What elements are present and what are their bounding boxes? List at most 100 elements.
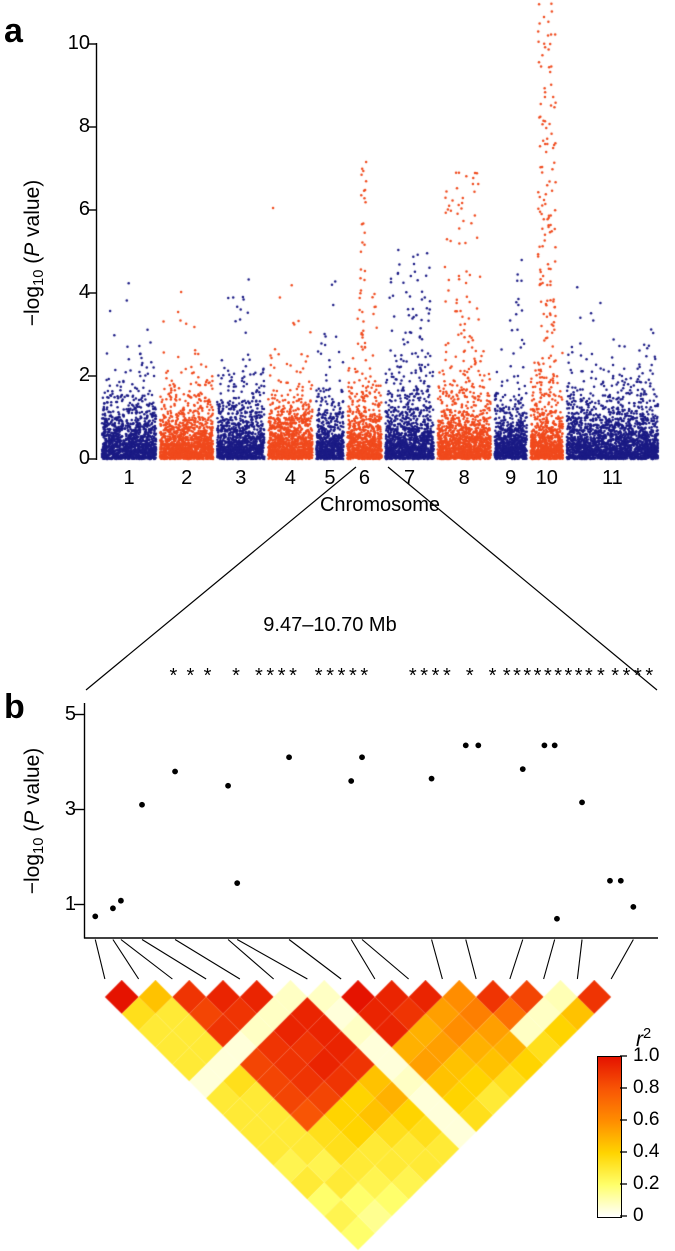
significance-asterisk: * bbox=[204, 665, 212, 687]
chromosome-tick-label: 6 bbox=[358, 467, 371, 489]
significance-asterisk: * bbox=[634, 665, 642, 687]
significance-asterisk: * bbox=[544, 665, 552, 687]
snp-connector-line bbox=[112, 939, 140, 980]
significance-asterisk: * bbox=[360, 665, 368, 687]
significance-asterisk: * bbox=[338, 665, 346, 687]
zoom-region-label: 9.47–10.70 Mb bbox=[263, 614, 397, 636]
snp-point bbox=[359, 754, 365, 761]
snp-connector-line bbox=[288, 939, 342, 980]
panel-a-label: a bbox=[4, 12, 23, 50]
chromosome-tick-label: 1 bbox=[123, 467, 135, 489]
snp-point bbox=[579, 799, 585, 806]
panel-b-y-tick-label: 1 bbox=[64, 892, 76, 915]
snp-point bbox=[617, 877, 624, 884]
chromosome-tick-label: 10 bbox=[535, 467, 558, 489]
significance-asterisk: * bbox=[349, 665, 357, 687]
panel-a-y-tick-label: 4 bbox=[78, 281, 90, 303]
significance-asterisk: * bbox=[315, 665, 323, 687]
significance-asterisk: * bbox=[443, 665, 451, 687]
snp-connector-line bbox=[174, 939, 241, 980]
significance-asterisk: * bbox=[255, 665, 263, 687]
significance-asterisk: * bbox=[187, 665, 195, 687]
snp-connector-line bbox=[431, 939, 443, 980]
significance-asterisk: * bbox=[409, 665, 417, 687]
snp-connector-line bbox=[94, 939, 106, 980]
snp-point bbox=[139, 801, 145, 808]
significance-asterisk: * bbox=[489, 665, 497, 687]
snp-connector-line bbox=[236, 939, 308, 980]
panel-a-y-tick-label: 10 bbox=[67, 32, 90, 54]
snp-point bbox=[172, 768, 178, 775]
snp-connector-line bbox=[543, 939, 556, 980]
significance-asterisk: * bbox=[278, 665, 286, 687]
manhattan-plot-canvas bbox=[100, 0, 660, 464]
significance-asterisk: * bbox=[575, 665, 583, 687]
snp-point bbox=[551, 742, 558, 749]
chromosome-tick-label: 7 bbox=[403, 467, 416, 489]
significance-asterisk: * bbox=[534, 665, 542, 687]
significance-asterisk: * bbox=[585, 665, 593, 687]
significance-asterisk: * bbox=[466, 665, 474, 687]
significance-asterisk: * bbox=[554, 665, 562, 687]
snp-point bbox=[110, 905, 116, 912]
r2-legend-tick-label: 0.8 bbox=[633, 1077, 660, 1098]
snp-point bbox=[607, 877, 613, 884]
chromosome-tick-label: 8 bbox=[458, 467, 470, 489]
panel-b-label: b bbox=[4, 688, 25, 726]
significance-asterisk: * bbox=[232, 665, 240, 687]
chromosome-axis-label: Chromosome bbox=[319, 494, 441, 516]
significance-asterisk: * bbox=[611, 665, 619, 687]
snp-connector-line bbox=[576, 939, 583, 980]
zoom-funnel-line-right bbox=[387, 466, 658, 691]
significance-asterisk: * bbox=[564, 665, 572, 687]
chromosome-tick-label: 2 bbox=[181, 467, 193, 489]
significance-asterisk: * bbox=[623, 665, 631, 687]
significance-asterisk: * bbox=[503, 665, 511, 687]
significance-asterisk: * bbox=[326, 665, 334, 687]
panel-a-y-tick-label: 0 bbox=[78, 447, 90, 469]
significance-asterisk: * bbox=[266, 665, 274, 687]
r2-legend-tick-label: 0 bbox=[633, 1205, 644, 1226]
snp-connector-line bbox=[350, 939, 376, 980]
panel-a-y-tick-label: 2 bbox=[78, 364, 90, 386]
snp-connector-line bbox=[465, 939, 477, 980]
r2-legend-r: r bbox=[636, 1028, 643, 1051]
snp-point bbox=[462, 742, 469, 749]
r2-legend-tick-label: 0.4 bbox=[633, 1141, 660, 1162]
chromosome-tick-label: 5 bbox=[324, 467, 336, 489]
significance-asterisk: * bbox=[597, 665, 605, 687]
snp-point bbox=[118, 897, 124, 904]
chromosome-tick-label: 4 bbox=[284, 467, 296, 489]
r2-legend-title: r2 bbox=[636, 1026, 651, 1052]
r2-legend-tick-label: 1.0 bbox=[633, 1045, 660, 1066]
snp-connector-line bbox=[120, 939, 173, 980]
snp-point bbox=[234, 880, 241, 887]
r2-legend-gradient bbox=[597, 1056, 622, 1218]
snp-point bbox=[286, 754, 292, 761]
snp-connector-line bbox=[227, 939, 274, 980]
snp-connector-line bbox=[509, 939, 524, 980]
r2-legend-tick-label: 0.2 bbox=[633, 1173, 660, 1194]
zoom-funnel-line-left bbox=[85, 466, 357, 691]
panel-b-y-tick-label: 3 bbox=[64, 797, 76, 820]
panel-b-y-tick-label: 5 bbox=[64, 702, 76, 725]
snp-point bbox=[348, 778, 355, 784]
significance-asterisk: * bbox=[432, 665, 440, 687]
snp-point bbox=[225, 782, 231, 789]
r2-legend-tick-label: 0.6 bbox=[633, 1109, 660, 1130]
significance-asterisk: * bbox=[169, 665, 177, 687]
chromosome-tick-label: 9 bbox=[505, 467, 517, 489]
snp-point bbox=[519, 766, 526, 773]
panel-a-y-tick-label: 6 bbox=[78, 198, 90, 220]
snp-point bbox=[92, 913, 99, 920]
ld-heatmap-canvas bbox=[88, 980, 628, 1251]
significance-asterisk: * bbox=[645, 665, 653, 687]
snp-connector-line bbox=[610, 939, 634, 980]
chromosome-tick-label: 3 bbox=[235, 467, 247, 489]
significance-asterisk: * bbox=[289, 665, 297, 687]
snp-point bbox=[428, 775, 435, 782]
snp-connector-line bbox=[141, 939, 207, 980]
significance-asterisk: * bbox=[523, 665, 531, 687]
